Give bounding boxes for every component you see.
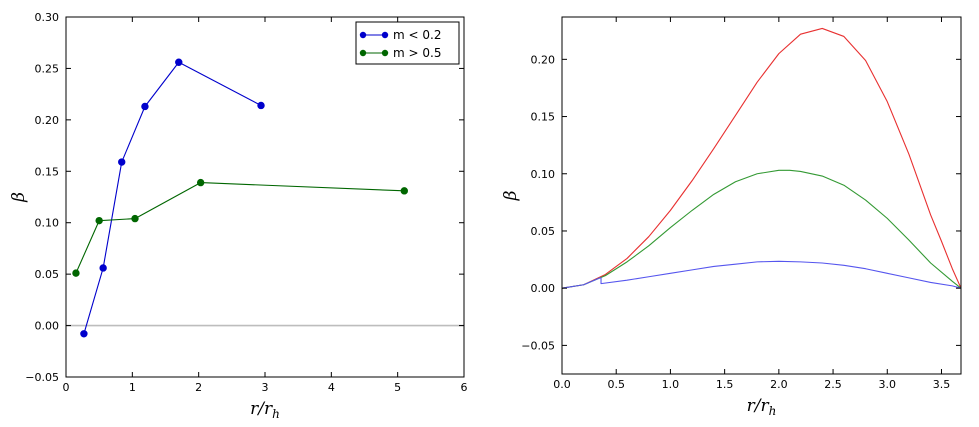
x-tick-label: 2 [195, 381, 202, 394]
x-axis-label-main: r/r [747, 396, 770, 416]
data-point [196, 178, 205, 187]
data-point [95, 216, 103, 225]
legend-swatch-marker [359, 49, 367, 57]
series-line-1 [75, 182, 405, 274]
x-tick-label: 0 [63, 381, 70, 394]
y-tick-label: 0.30 [35, 11, 60, 24]
data-point [99, 264, 107, 272]
y-tick-label: 0.10 [531, 168, 556, 181]
x-tick-label: 1.0 [662, 378, 680, 391]
series-line-0 [561, 27, 962, 289]
legend-label: m > 0.5 [393, 46, 441, 60]
data-point [141, 102, 149, 111]
data-point [80, 330, 88, 338]
x-axis-label-subscript: h [272, 407, 280, 421]
x-tick-label: 0.5 [607, 378, 625, 391]
series-line-0 [83, 61, 262, 334]
y-tick-label: 0.05 [35, 268, 60, 281]
x-tick-label: 6 [461, 381, 468, 394]
y-tick-label: 0.20 [35, 114, 60, 127]
x-tick-label: 4 [328, 381, 335, 394]
y-tick-label: 0.00 [35, 320, 60, 333]
x-tick-label: 1.5 [716, 378, 734, 391]
x-axis-label-main: r/r [250, 399, 273, 419]
legend-swatch-marker [381, 31, 389, 39]
y-tick-label: 0.20 [531, 53, 556, 66]
y-tick-label: 0.05 [531, 225, 556, 238]
y-axis-label: β [9, 192, 29, 203]
x-tick-label: 0.0 [553, 378, 571, 391]
data-point [131, 214, 139, 223]
y-tick-label: −0.05 [25, 371, 59, 384]
y-tick-label: 0.25 [35, 62, 60, 75]
x-tick-label: 3 [262, 381, 269, 394]
y-tick-label: −0.05 [521, 339, 555, 352]
y-tick-label: 0.00 [531, 282, 556, 295]
x-tick-label: 3.5 [933, 378, 951, 391]
right-chart: 0.0 0.5 1.0 1.5 2.0 2.5 3.0 3.5 −0.05 0.00 0.05 0.1… [501, 16, 962, 418]
y-tick-label: 0.15 [35, 165, 60, 178]
x-tick-label: 2.5 [824, 378, 842, 391]
x-tick-label: 2.0 [770, 378, 788, 391]
legend-box [355, 21, 460, 65]
y-tick-label: 0.15 [531, 111, 556, 124]
y-axis-label: β [501, 190, 521, 201]
plot-frame [561, 16, 962, 375]
x-axis-label: r/rh [747, 396, 777, 418]
data-point [257, 101, 265, 110]
data-point [118, 158, 126, 166]
x-tick-label: 3.0 [879, 378, 897, 391]
series-line-2 [561, 260, 962, 289]
series-line-1 [561, 169, 962, 289]
data-point [400, 187, 408, 195]
data-point [72, 269, 80, 277]
x-axis-label: r/rh [250, 399, 280, 421]
legend-swatch-marker [381, 49, 389, 57]
data-point [175, 58, 183, 66]
x-tick-label: 5 [394, 381, 401, 394]
x-axis-label-subscript: h [769, 404, 777, 418]
plot-frame [65, 16, 465, 378]
x-tick-label: 1 [129, 381, 136, 394]
legend-swatch-marker [359, 31, 367, 39]
legend-label: m < 0.2 [393, 28, 441, 42]
y-tick-label: 0.10 [35, 217, 60, 230]
left-chart: 0 1 2 3 4 5 6 −0.05 0.00 0.05 0.10 0.15 0.20 0.25 0.30… [9, 11, 468, 421]
